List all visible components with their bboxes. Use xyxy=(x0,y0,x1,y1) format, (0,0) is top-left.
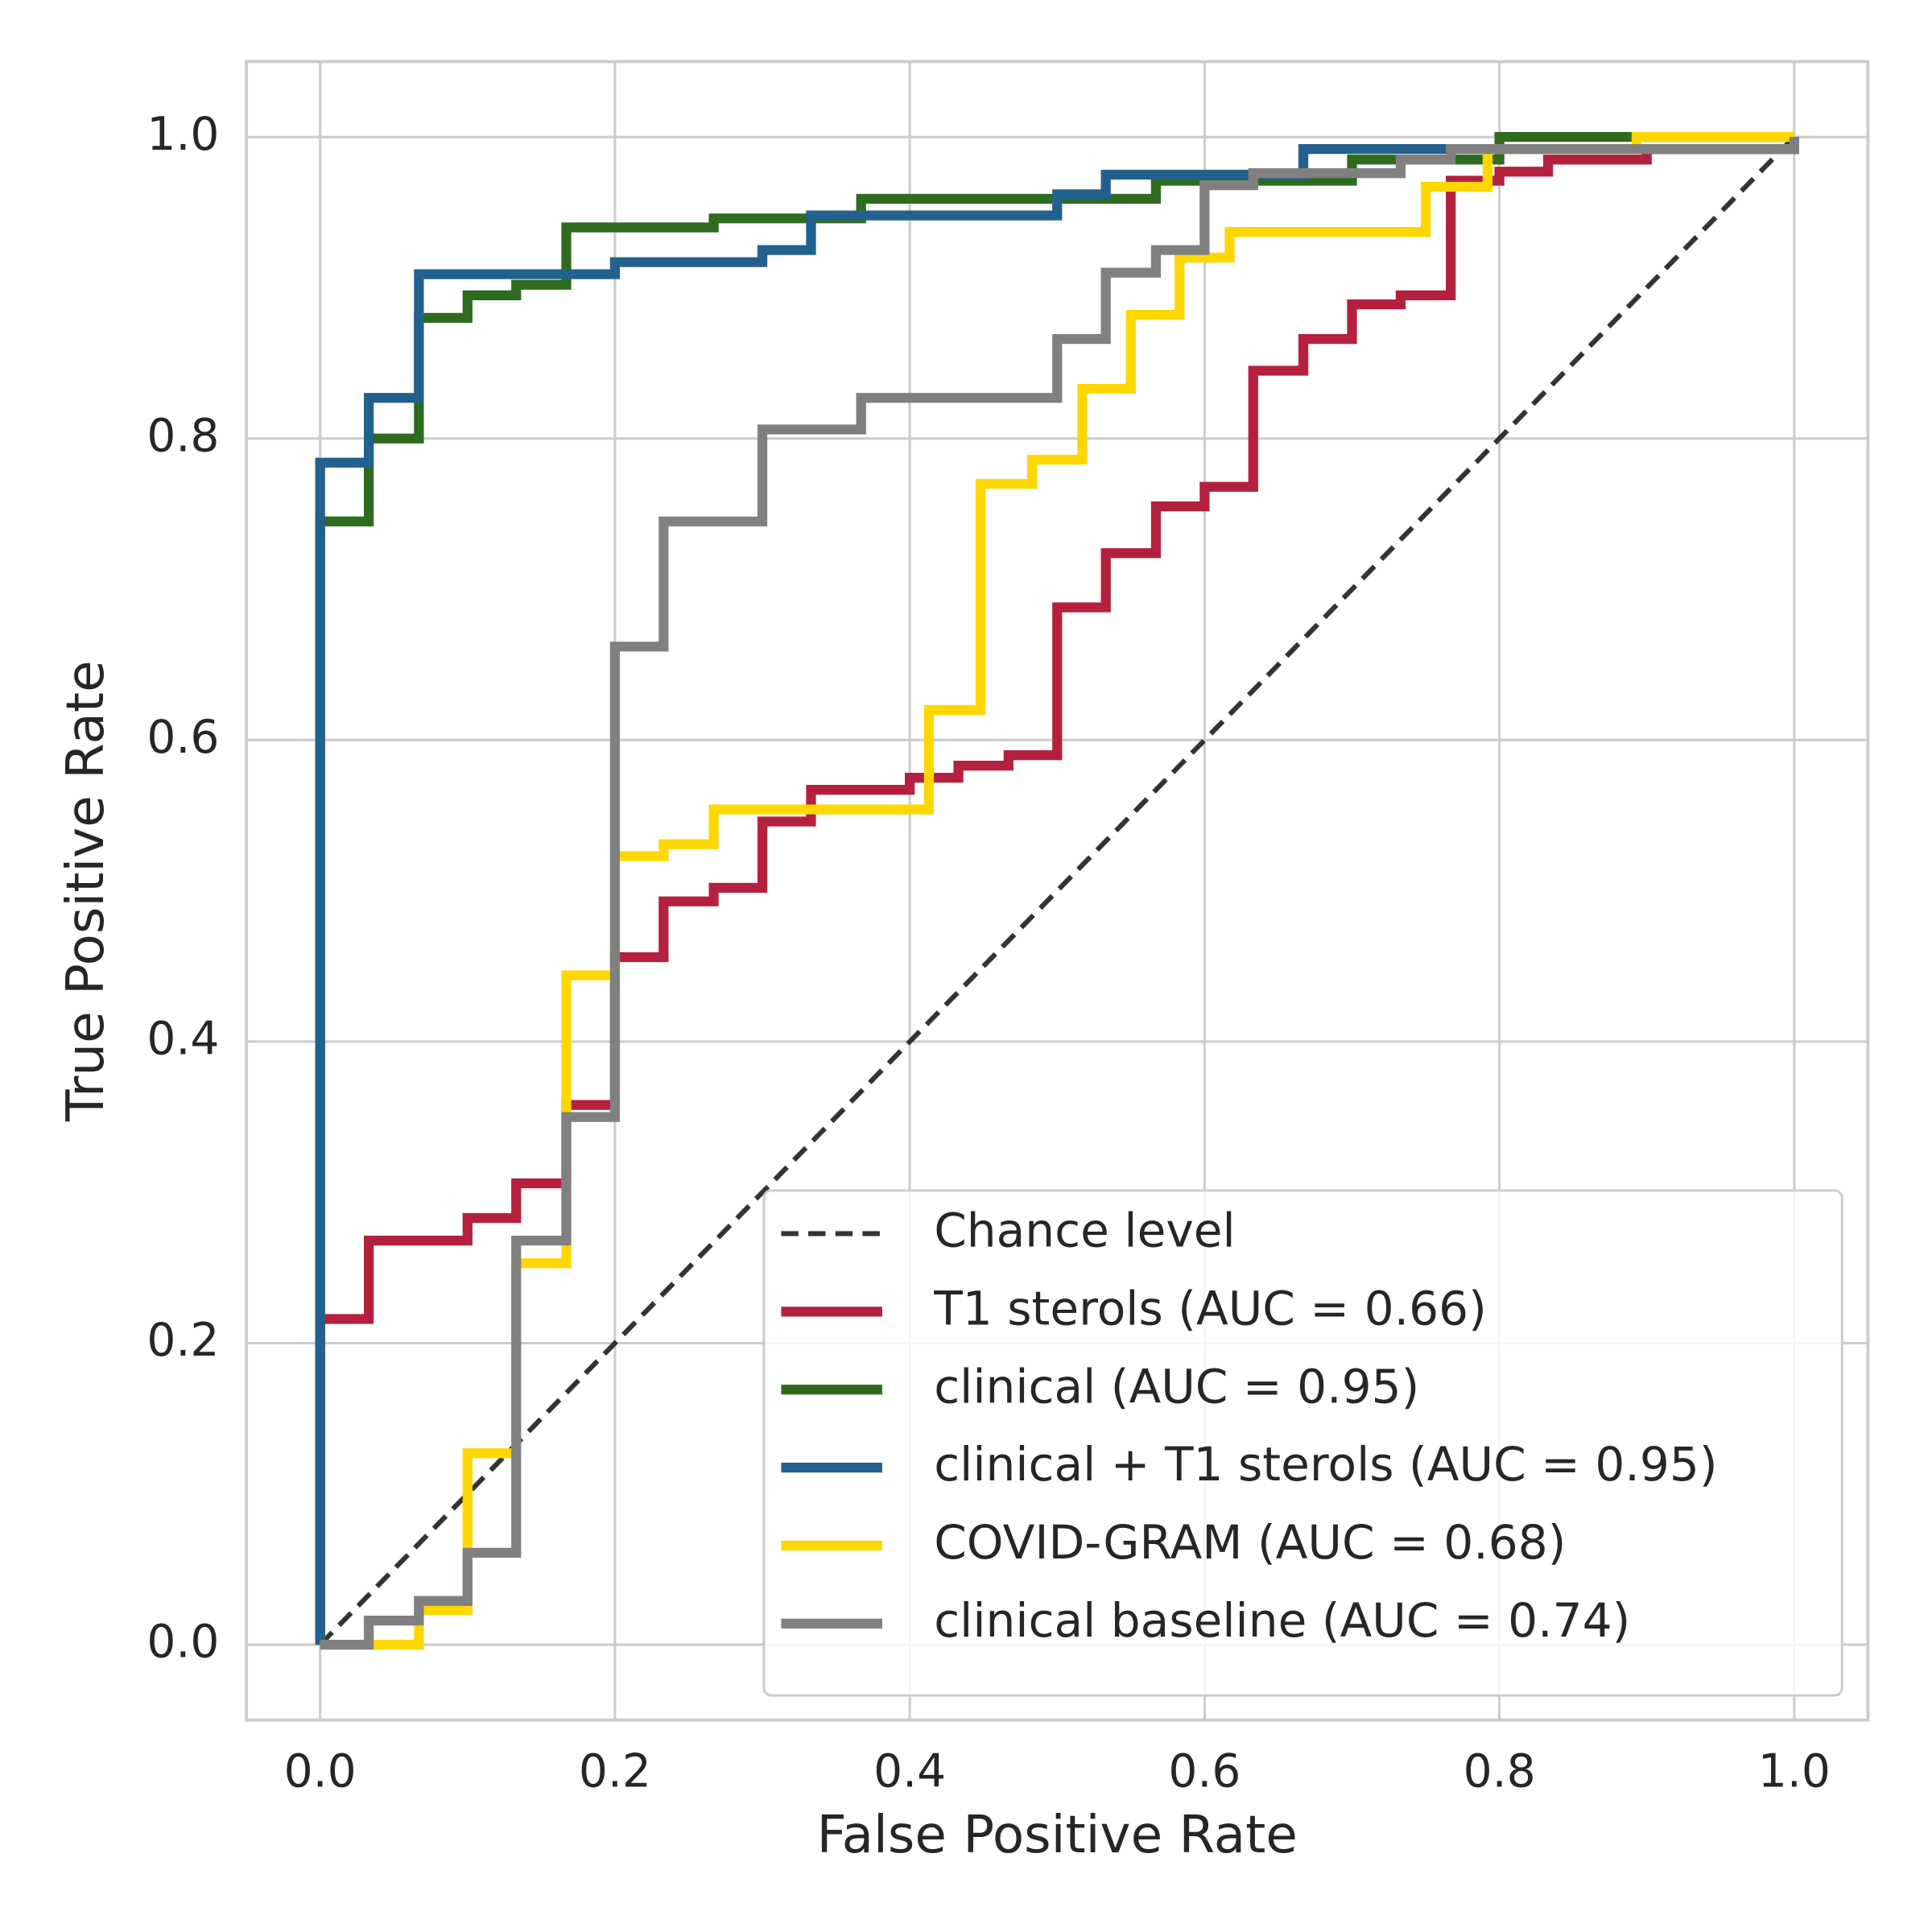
legend-label: clinical + T1 sterols (AUC = 0.95) xyxy=(934,1437,1717,1492)
x-tick-label: 0.6 xyxy=(1168,1745,1241,1798)
y-tick-label: 0.0 xyxy=(147,1616,219,1669)
y-tick-label: 0.6 xyxy=(147,711,219,764)
x-axis-label: False Positive Rate xyxy=(817,1805,1298,1865)
legend-label: clinical (AUC = 0.95) xyxy=(934,1359,1419,1414)
x-tick-label: 0.4 xyxy=(873,1745,946,1798)
x-tick-label: 1.0 xyxy=(1758,1745,1831,1798)
y-tick-label: 0.2 xyxy=(147,1314,219,1367)
legend-label: Chance level xyxy=(934,1203,1236,1258)
y-axis-label: True Positive Rate xyxy=(56,660,116,1121)
legend-label: COVID-GRAM (AUC = 0.68) xyxy=(934,1515,1566,1570)
y-tick-label: 1.0 xyxy=(147,108,219,161)
y-tick-label: 0.8 xyxy=(147,409,219,462)
x-tick-label: 0.2 xyxy=(579,1745,651,1798)
x-tick-label: 0.8 xyxy=(1463,1745,1536,1798)
legend-label: clinical baseline (AUC = 0.74) xyxy=(934,1593,1630,1648)
roc-line xyxy=(320,137,1799,1650)
plot-frame xyxy=(245,60,1870,1722)
x-tick-label: 0.0 xyxy=(284,1745,357,1798)
legend-label: T1 sterols (AUC = 0.66) xyxy=(933,1281,1487,1335)
y-tick-label: 0.4 xyxy=(147,1013,219,1066)
legend-box xyxy=(762,1189,1843,1697)
